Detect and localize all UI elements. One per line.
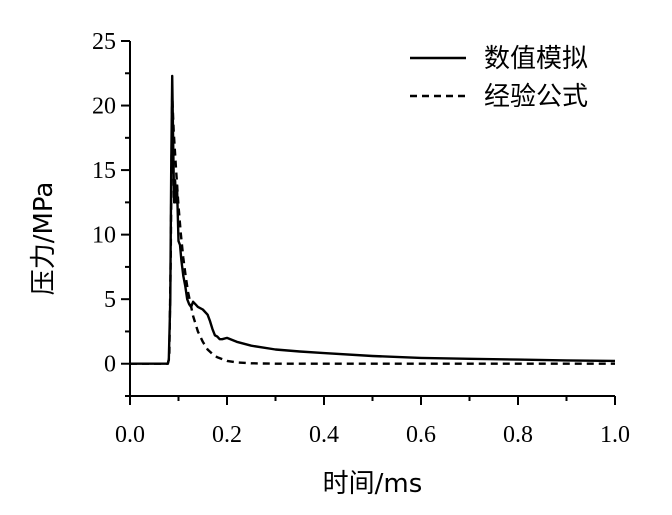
legend-label: 经验公式 <box>484 82 588 112</box>
y-tick-label: 5 <box>104 287 116 313</box>
numerical-simulation-line <box>130 74 616 365</box>
y-tick-label: 25 <box>92 29 116 55</box>
legend-label: 数值模拟 <box>484 44 588 74</box>
x-tick-label: 0.0 <box>115 422 145 448</box>
y-tick-label: 20 <box>92 94 116 120</box>
x-tick-label: 0.6 <box>406 422 436 448</box>
y-axis-title: 压力/MPa <box>29 182 59 296</box>
x-tick-label: 1.0 <box>600 422 630 448</box>
y-tick-label: 10 <box>92 223 116 249</box>
empirical-formula-line <box>130 94 615 365</box>
chart-axes <box>121 40 616 405</box>
x-axis-title: 时间/ms <box>323 469 423 499</box>
y-tick-label: 15 <box>92 158 116 184</box>
x-tick-label: 0.2 <box>212 422 242 448</box>
x-tick-label: 0.8 <box>503 422 533 448</box>
tick-labels: 0.0 0.2 0.4 0.6 0.8 1.0 0 5 10 15 20 25 <box>92 29 630 448</box>
plot-lines <box>130 74 616 365</box>
x-tick-label: 0.4 <box>309 422 339 448</box>
y-tick-label: 0 <box>104 352 116 378</box>
